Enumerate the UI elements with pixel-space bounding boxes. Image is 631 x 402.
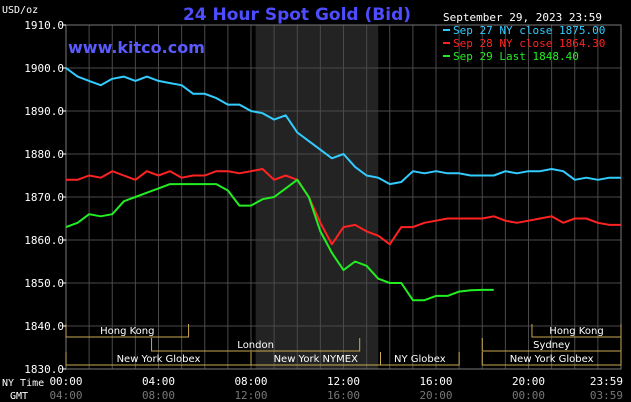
session-label: London (237, 340, 274, 351)
grid-lines (66, 25, 621, 369)
session-bracket (481, 338, 622, 352)
session-bracket (531, 324, 622, 338)
session-label: NY Globex (394, 354, 446, 365)
y-tick-label: 1860.0 (24, 234, 64, 247)
y-tick-label: 1840.0 (24, 320, 64, 333)
y-tick-label: 1880.0 (24, 148, 64, 161)
x-row-label-ny: NY Time (2, 378, 44, 389)
y-tick-label: 1850.0 (24, 277, 64, 290)
session-bars: Hong Kong London New York Globex New York N… (65, 324, 622, 366)
x-tick-label-ny: 20:00 (512, 375, 545, 388)
y-tick-label: 1910.0 (24, 19, 64, 32)
x-tick-label-gmt: 12:00 (234, 389, 267, 402)
session-label: New York Globex (510, 354, 594, 365)
x-row-label-gmt: GMT (10, 391, 28, 402)
y-axis-label: USD/oz (2, 5, 38, 16)
legend-entry: Sep 29 Last 1848.40 (453, 50, 579, 63)
y-tick-label: 1890.0 (24, 105, 64, 118)
session-bar: NY Globex (380, 352, 460, 366)
series-line-1 (66, 168, 621, 246)
session-bracket (380, 352, 460, 366)
date-label: September 29, 2023 23:59 (443, 11, 602, 24)
y-tick-label: 1870.0 (24, 191, 64, 204)
x-tick-label-ny: 08:00 (234, 375, 267, 388)
session-bracket (151, 338, 361, 352)
y-tick-label: 1900.0 (24, 62, 64, 75)
x-tick-label-gmt: 04:00 (49, 389, 82, 402)
session-bar: Sydney (481, 338, 622, 352)
session-label: New York Globex (117, 354, 201, 365)
x-tick-label-gmt: 03:59 (590, 389, 623, 402)
watermark-text: www.kitco.com (68, 38, 205, 57)
y-tick-label: 1830.0 (24, 363, 64, 376)
series-lines (65, 67, 621, 302)
session-label: New York NYMEX (274, 354, 359, 365)
x-tick-label-ny: 16:00 (419, 375, 452, 388)
x-tick-label-gmt: 08:00 (142, 389, 175, 402)
x-tick-label-gmt: 00:00 (512, 389, 545, 402)
session-label: Hong Kong (100, 326, 154, 337)
legend-entry: Sep 27 NY close 1875.00 (453, 24, 605, 37)
x-axis: 00:0004:0004:0008:0008:0012:0012:0016:00… (49, 375, 623, 402)
session-bar: New York Globex (481, 352, 622, 366)
x-tick-label-ny: 00:00 (49, 375, 82, 388)
session-bar: Hong Kong (65, 324, 190, 338)
x-tick-label-ny: 12:00 (327, 375, 360, 388)
legend-entry: Sep 28 NY close 1864.30 (453, 37, 605, 50)
session-bar: Hong Kong (531, 324, 622, 338)
x-tick-label-gmt: 20:00 (419, 389, 452, 402)
session-bar: London (151, 338, 361, 352)
session-bracket (481, 352, 622, 366)
x-tick-label-gmt: 16:00 (327, 389, 360, 402)
x-tick-label-ny: 04:00 (142, 375, 175, 388)
chart-title: 24 Hour Spot Gold (Bid) (183, 5, 411, 25)
series-line-0 (65, 67, 621, 186)
session-label: Sydney (533, 340, 570, 351)
x-tick-label-ny: 23:59 (590, 375, 623, 388)
series-line-2 (65, 178, 494, 302)
y-axis: 1830.0 1840.0 1850.0 1860.0 1870.0 1880.0 1890… (24, 19, 66, 376)
session-bracket (65, 324, 190, 338)
session-label: Hong Kong (549, 326, 603, 337)
